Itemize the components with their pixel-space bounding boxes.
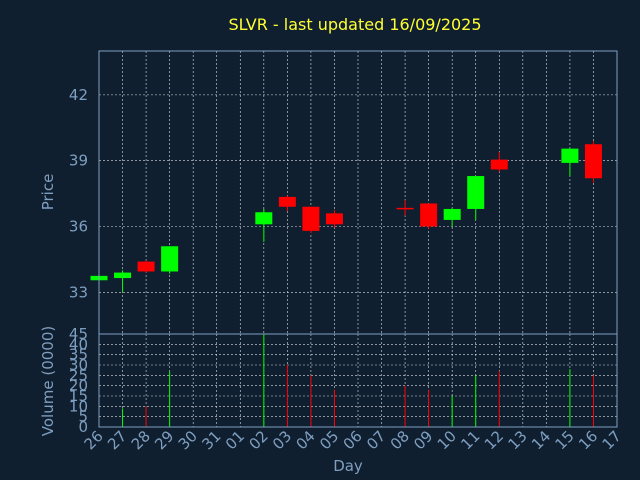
candle-body — [302, 206, 320, 231]
candle-body — [255, 212, 273, 225]
price-tick-label: 36 — [69, 218, 88, 236]
candle-body — [137, 261, 155, 272]
x-tick-label: 16 — [575, 427, 601, 453]
x-tick-label: 04 — [293, 427, 319, 453]
candle-body — [490, 159, 508, 170]
candle-body — [443, 208, 461, 220]
x-tick-label: 10 — [434, 427, 460, 453]
x-tick-label: 30 — [175, 427, 201, 453]
volume-tick-label: 10 — [69, 397, 88, 415]
x-tick-label: 03 — [269, 427, 295, 453]
price-grid — [98, 51, 618, 334]
x-tick-label: 14 — [528, 427, 554, 453]
x-tick-label: 09 — [410, 427, 436, 453]
candle-body — [561, 148, 579, 163]
x-tick-label: 17 — [599, 427, 625, 453]
x-tick-label: 15 — [552, 427, 578, 453]
price-tick-label: 39 — [69, 152, 88, 170]
price-tick-label: 33 — [69, 283, 88, 301]
candle-body — [467, 176, 485, 209]
x-tick-label: 06 — [340, 427, 366, 453]
volume-tick-label: 35 — [69, 346, 88, 364]
volume-tick-label: 40 — [69, 335, 88, 353]
price-axis-label: Price — [39, 174, 57, 211]
volume-tick-label: 20 — [69, 377, 88, 395]
x-tick-label: 27 — [104, 427, 130, 453]
x-tick-label: 02 — [245, 427, 271, 453]
volume-grid — [98, 333, 618, 428]
volume-panel-frame — [98, 333, 618, 428]
x-tick-label: 29 — [151, 427, 177, 453]
candle-body — [114, 272, 132, 279]
x-tick-label: 01 — [222, 427, 248, 453]
candle-body — [396, 207, 414, 210]
x-tick-label: 13 — [504, 427, 530, 453]
candle-body — [584, 144, 602, 179]
volume-tick-label: 15 — [69, 387, 88, 405]
candle-body — [325, 213, 343, 225]
volume-axis-label: Volume (0000) — [39, 326, 57, 436]
x-tick-label: 28 — [128, 427, 154, 453]
candles — [90, 140, 602, 293]
x-tick-label: 08 — [387, 427, 413, 453]
x-tick-label: 05 — [316, 427, 342, 453]
chart-title: SLVR - last updated 16/09/2025 — [228, 15, 481, 34]
x-axis-ticks: 2627282930310102030405060708091011121314… — [81, 427, 625, 453]
candle-body — [420, 203, 438, 227]
volume-tick-label: 25 — [69, 366, 88, 384]
x-tick-label: 31 — [198, 427, 224, 453]
volume-tick-label: 30 — [69, 356, 88, 374]
candle-body — [278, 196, 296, 207]
x-axis-label: Day — [333, 457, 363, 475]
price-axis-ticks: 33 36 39 42 — [69, 86, 88, 301]
volume-bars — [122, 334, 594, 427]
price-tick-label: 42 — [69, 86, 88, 104]
x-tick-label: 07 — [363, 427, 389, 453]
x-tick-label: 12 — [481, 427, 507, 453]
volume-tick-label: 0 — [78, 418, 88, 436]
volume-tick-label: 45 — [69, 325, 88, 343]
x-tick-label: 11 — [457, 427, 483, 453]
volume-tick-label: 5 — [78, 408, 88, 426]
candle-body — [161, 246, 179, 272]
